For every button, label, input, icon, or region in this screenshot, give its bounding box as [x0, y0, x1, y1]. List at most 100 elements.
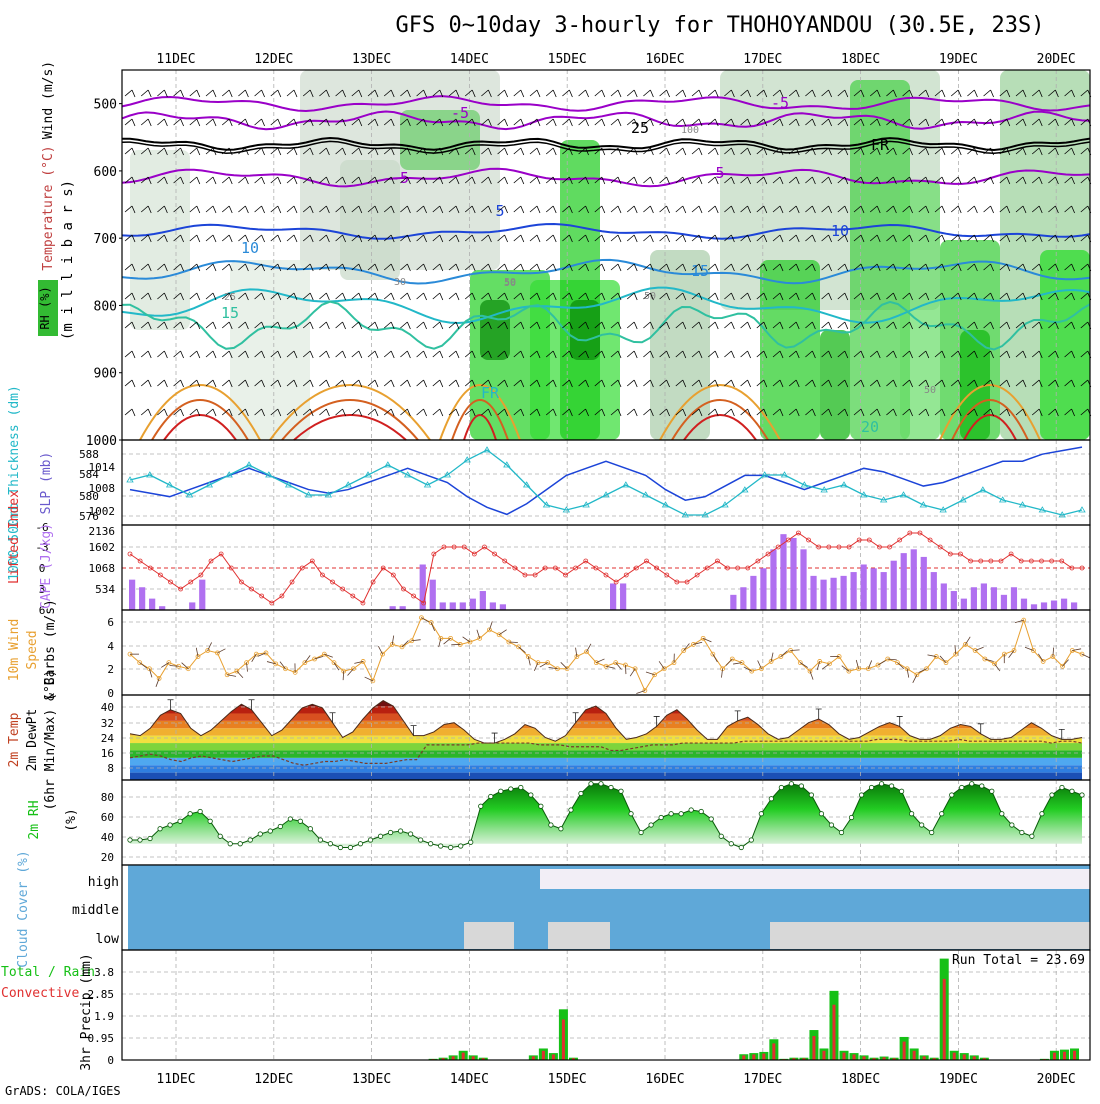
y-axis-label-wind: Wind (m/s) — [41, 61, 56, 139]
wind-barb — [384, 380, 394, 387]
wind-barb-10m — [140, 663, 147, 668]
x-tick-label-top: 19DEC — [939, 52, 978, 67]
y-tick-label-pressure: 1000 — [86, 434, 117, 449]
wind-barb-10m — [995, 664, 1000, 671]
rh-marker — [869, 785, 873, 789]
y-axis-label-precip: 3hr Precip (mm) — [79, 953, 94, 1070]
rh-marker — [398, 829, 402, 833]
wind-barb — [319, 380, 329, 387]
wind-barb — [287, 148, 297, 155]
rh-marker — [899, 789, 903, 793]
y-tick-label-thickness: 588 — [79, 448, 99, 461]
wind-barb — [174, 119, 184, 126]
wind-barb-10m — [247, 663, 248, 672]
rh-marker — [669, 812, 673, 816]
wind-barb — [222, 90, 232, 97]
cape-bar — [800, 549, 806, 610]
wind-barb — [190, 148, 200, 155]
wind-barb — [190, 119, 200, 126]
wind-barb-10m — [800, 663, 808, 668]
cape-bar — [750, 576, 756, 610]
wind-barb — [449, 351, 459, 358]
wind-barb — [595, 90, 605, 97]
wind-barb — [255, 177, 265, 184]
x-tick-label-top: 13DEC — [352, 52, 391, 67]
wind-barb-10m — [791, 650, 800, 651]
wind-barb — [546, 148, 556, 155]
y-axis-label-convective: Convective — [1, 986, 79, 1001]
wind-barb — [319, 322, 329, 329]
wind-barb — [287, 177, 297, 184]
wind-barb — [141, 409, 151, 416]
rh-marker — [338, 845, 342, 849]
precip-convective-bar — [913, 1051, 916, 1060]
cape-bar — [961, 599, 967, 610]
wind-barb — [125, 409, 135, 416]
y-tick-label-rh: 80 — [101, 791, 114, 804]
y-tick-label-temp: 16 — [101, 747, 114, 760]
y-tick-label-cape: 2136 — [89, 525, 116, 538]
contour-label: 30 — [394, 277, 406, 288]
wind-barb — [368, 409, 378, 416]
wind-barb — [579, 90, 589, 97]
wind-barb — [190, 90, 200, 97]
x-tick-label-bottom: 13DEC — [352, 1072, 391, 1087]
rh-marker — [569, 808, 573, 812]
wind-barb — [190, 322, 200, 329]
cape-bar — [921, 557, 927, 610]
wind-barb-10m — [781, 651, 788, 657]
wind-barb-10m — [625, 665, 626, 674]
cape-bar — [951, 591, 957, 610]
rh-marker — [769, 797, 773, 801]
wind-barb — [368, 322, 378, 329]
cloud-row-label-low: low — [96, 932, 120, 947]
precip-convective-bar — [752, 1054, 755, 1060]
wind-barb-10m — [1053, 648, 1054, 657]
wind-barb — [741, 380, 751, 387]
wind-barb — [514, 90, 524, 97]
wind-barb — [368, 351, 378, 358]
footer-credit: GrADS: COLA/IGES — [5, 1084, 121, 1098]
wind-barb — [238, 90, 248, 97]
cape-bar — [941, 583, 947, 610]
rh-marker — [1040, 812, 1044, 816]
cloud-high-clear — [705, 869, 1090, 889]
precip-convective-bar — [762, 1054, 765, 1060]
rh-marker — [188, 812, 192, 816]
wind-barb — [546, 90, 556, 97]
rh-marker — [469, 840, 473, 844]
contour-label: -5 — [771, 94, 789, 112]
x-tick-label-top: 15DEC — [548, 52, 587, 67]
precip-run-total: Run Total = 23.69 — [952, 953, 1085, 968]
temp-minmax-bar — [897, 716, 903, 726]
cape-bar — [760, 568, 766, 610]
contour-label: 15 — [221, 304, 239, 322]
wind-barb — [271, 90, 281, 97]
wind-barb — [190, 293, 200, 300]
y-axis-label-rh: RH (%) — [38, 286, 52, 329]
wind-barb-10m — [587, 644, 591, 652]
wind-barb — [611, 206, 621, 213]
wind-barb — [206, 90, 216, 97]
wind-barb — [984, 206, 994, 213]
wind-barb-10m — [378, 646, 382, 654]
wind-barb-10m — [561, 662, 567, 668]
wind-barb — [271, 119, 281, 126]
wind-barb — [206, 351, 216, 358]
rh-marker — [1020, 830, 1024, 834]
cape-bar — [490, 602, 496, 610]
y-tick-label-pressure: 800 — [94, 299, 117, 314]
cape-bar — [810, 576, 816, 610]
rh-marker — [418, 838, 422, 842]
wind-barb — [238, 206, 248, 213]
wind-barb — [546, 206, 556, 213]
wind-barb — [951, 148, 961, 155]
precip-convective-bar — [953, 1053, 956, 1060]
wind-barb — [708, 119, 718, 126]
wind-barb — [287, 90, 297, 97]
contour-label: 20 — [861, 418, 879, 436]
rh-marker — [458, 844, 462, 848]
wind-barb — [206, 235, 216, 242]
y-tick-label-precip: 0 — [107, 1054, 114, 1067]
wind-barb-10m — [1038, 654, 1043, 662]
